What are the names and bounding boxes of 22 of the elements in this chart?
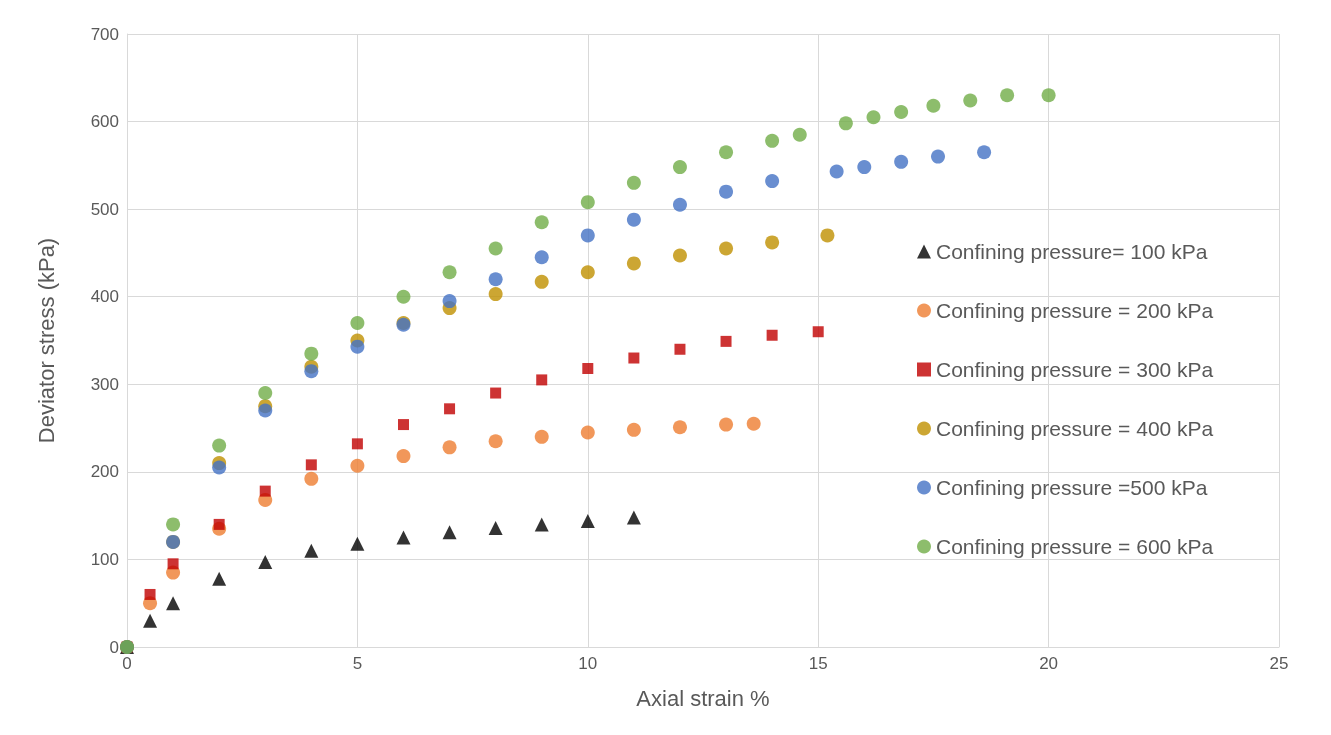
legend-label: Confining pressure = 400 kPa (936, 417, 1214, 440)
y-tick-label: 0 (109, 637, 119, 657)
y-tick-label: 200 (90, 462, 119, 482)
legend-label: Confining pressure =500 kPa (936, 476, 1208, 499)
y-tick-label: 400 (90, 287, 119, 307)
x-tick-label: 20 (1039, 654, 1059, 673)
y-tick-label: 300 (90, 374, 119, 394)
legend-label: Confining pressure = 200 kPa (936, 299, 1214, 322)
y-tick-label: 600 (90, 112, 119, 132)
y-axis-title: Deviator stress (kPa) (33, 237, 59, 444)
y-tick-label: 500 (90, 199, 119, 219)
legend-label: Confining pressure = 600 kPa (936, 535, 1214, 558)
x-tick-label: 25 (1269, 654, 1289, 673)
x-tick-label: 5 (352, 654, 363, 673)
x-axis-title: Axial strain % (636, 685, 770, 711)
x-tick-label: 0 (122, 654, 132, 673)
x-tick-label: 15 (808, 654, 828, 673)
y-tick-label: 100 (90, 549, 119, 569)
y-tick-label: 700 (90, 24, 119, 44)
legend-label: Confining pressure = 300 kPa (936, 358, 1214, 381)
x-tick-label: 10 (578, 654, 598, 673)
legend-label: Confining pressure= 100 kPa (936, 240, 1208, 263)
